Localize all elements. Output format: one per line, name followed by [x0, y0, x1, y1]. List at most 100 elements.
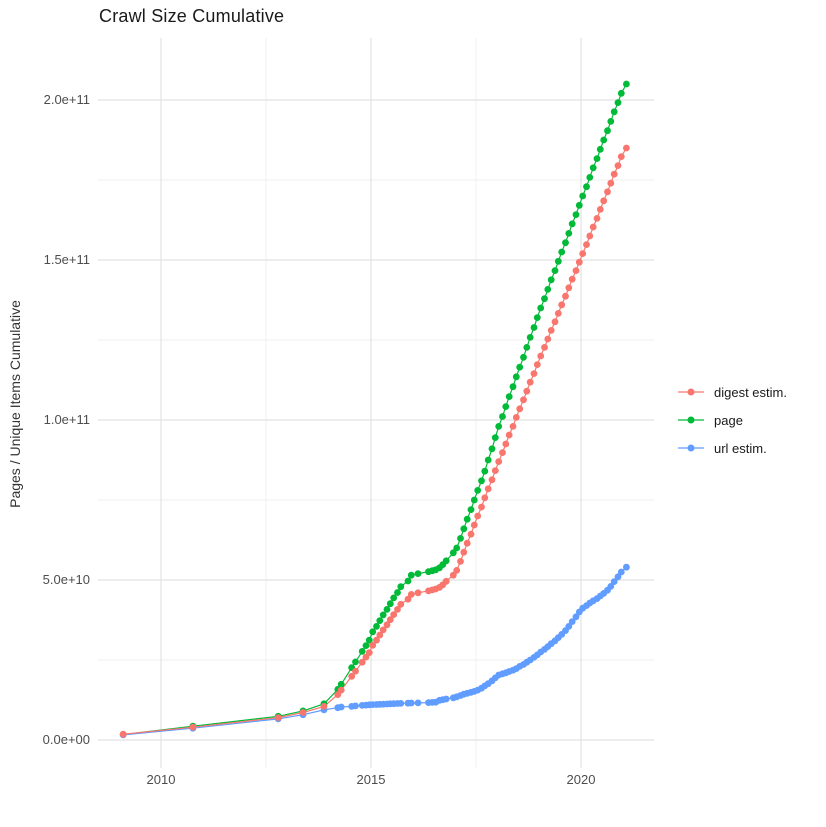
series-point-page: [449, 549, 457, 557]
series-point-urlestim: [407, 699, 415, 707]
series-point-page: [607, 118, 615, 125]
series-point-page: [526, 334, 534, 341]
series-point-digestestim: [407, 591, 415, 598]
series-point-digestestim: [562, 292, 569, 300]
y-tick-label-3: 1.5e+11: [43, 252, 90, 267]
y-tick-label-0: 0.0e+00: [42, 732, 90, 747]
series-point-digestestim: [365, 649, 373, 656]
series-point-page: [457, 535, 464, 542]
series-point-digestestim: [337, 686, 345, 694]
series-point-urlestim: [568, 618, 576, 625]
series-point-digestestim: [442, 577, 450, 585]
legend-key-digest-icon: [678, 388, 704, 396]
series-point-digestestim: [376, 631, 384, 639]
series-point-digestestim: [568, 275, 576, 283]
series-point-digestestim: [320, 703, 328, 710]
series-point-page: [572, 211, 580, 219]
series-point-page: [369, 628, 377, 636]
series-point-urlestim: [572, 613, 580, 621]
series-point-page: [386, 600, 394, 608]
series-point-page: [541, 295, 548, 303]
y-tick-label-4: 2.0e+11: [43, 92, 90, 107]
series-point-page: [530, 324, 538, 331]
series-point-digestestim: [509, 423, 517, 430]
legend-item-page: page: [676, 406, 787, 434]
series-point-digestestim: [274, 714, 282, 721]
series-point-urlestim: [565, 623, 573, 630]
series-point-digestestim: [474, 512, 482, 520]
series-point-page: [623, 80, 630, 88]
series-point-digestestim: [583, 241, 590, 249]
series-point-page: [365, 636, 373, 644]
legend-key-url-icon: [678, 444, 704, 452]
chart-title: Crawl Size Cumulative: [99, 6, 285, 26]
series-point-digestestim: [610, 170, 618, 178]
series-point-urlestim: [352, 702, 359, 710]
series-point-page: [614, 99, 622, 106]
series-point-page: [488, 445, 496, 453]
series-point-page: [589, 164, 597, 172]
series-point-page: [442, 557, 450, 565]
series-point-digestestim: [369, 641, 377, 649]
series-point-digestestim: [488, 476, 496, 484]
legend-label-digest: digest estim.: [714, 384, 787, 400]
series-point-urlestim: [614, 573, 622, 581]
series-point-page: [484, 456, 492, 464]
series-point-page: [397, 583, 405, 591]
series-point-page: [593, 155, 601, 163]
series-point-page: [414, 570, 422, 577]
series-point-urlestim: [397, 700, 405, 707]
series-point-digestestim: [453, 567, 461, 574]
y-axis-title: Pages / Unique Items Cumulative: [7, 300, 23, 508]
series-point-digestestim: [390, 611, 398, 618]
series-point-page: [390, 594, 398, 602]
legend-key-page-icon: [678, 416, 704, 424]
series-point-page: [373, 623, 380, 630]
series-line-urlestim: [123, 566, 627, 736]
series-point-page: [463, 515, 471, 523]
series-point-digestestim: [547, 327, 555, 334]
series-point-digestestim: [541, 344, 548, 351]
series-point-page: [579, 192, 587, 200]
series-point-page: [470, 496, 478, 504]
series-point-page: [547, 276, 555, 284]
series-point-page: [610, 108, 618, 116]
series-point-digestestim: [189, 723, 197, 731]
series-point-digestestim: [604, 188, 611, 196]
series-point-urlestim: [442, 695, 450, 703]
series-point-digestestim: [502, 440, 510, 448]
series-point-digestestim: [575, 258, 583, 266]
series-point-page: [499, 413, 506, 420]
series-point-digestestim: [463, 539, 471, 547]
series-point-digestestim: [386, 616, 394, 624]
series-point-digestestim: [414, 589, 422, 597]
series-point-digestestim: [373, 636, 380, 644]
legend-item-digest: digest estim.: [676, 378, 787, 406]
series-point-digestestim: [457, 558, 464, 565]
series-point-page: [554, 257, 562, 265]
series-point-page: [509, 383, 517, 391]
series-point-urlestim: [607, 583, 615, 590]
series-line-page: [123, 83, 627, 736]
series-point-digestestim: [526, 378, 534, 386]
series-point-page: [565, 230, 573, 237]
series-point-digestestim: [481, 494, 489, 502]
series-point-page: [383, 606, 391, 613]
series-point-page: [512, 373, 520, 381]
series-point-page: [586, 174, 594, 181]
series-point-page: [362, 642, 370, 649]
series-point-digestestim: [600, 197, 608, 205]
series-point-page: [520, 353, 527, 361]
series-point-urlestim: [617, 568, 625, 576]
series-point-digestestim: [593, 215, 601, 222]
series-point-page: [583, 183, 590, 191]
series-point-digestestim: [530, 370, 538, 377]
series-point-digestestim: [119, 730, 127, 738]
legend-label-url: url estim.: [714, 440, 767, 456]
series-point-digestestim: [352, 667, 359, 675]
series-point-digestestim: [460, 548, 468, 556]
series-point-page: [407, 571, 415, 579]
series-point-digestestim: [537, 352, 545, 360]
series-point-digestestim: [589, 223, 597, 231]
